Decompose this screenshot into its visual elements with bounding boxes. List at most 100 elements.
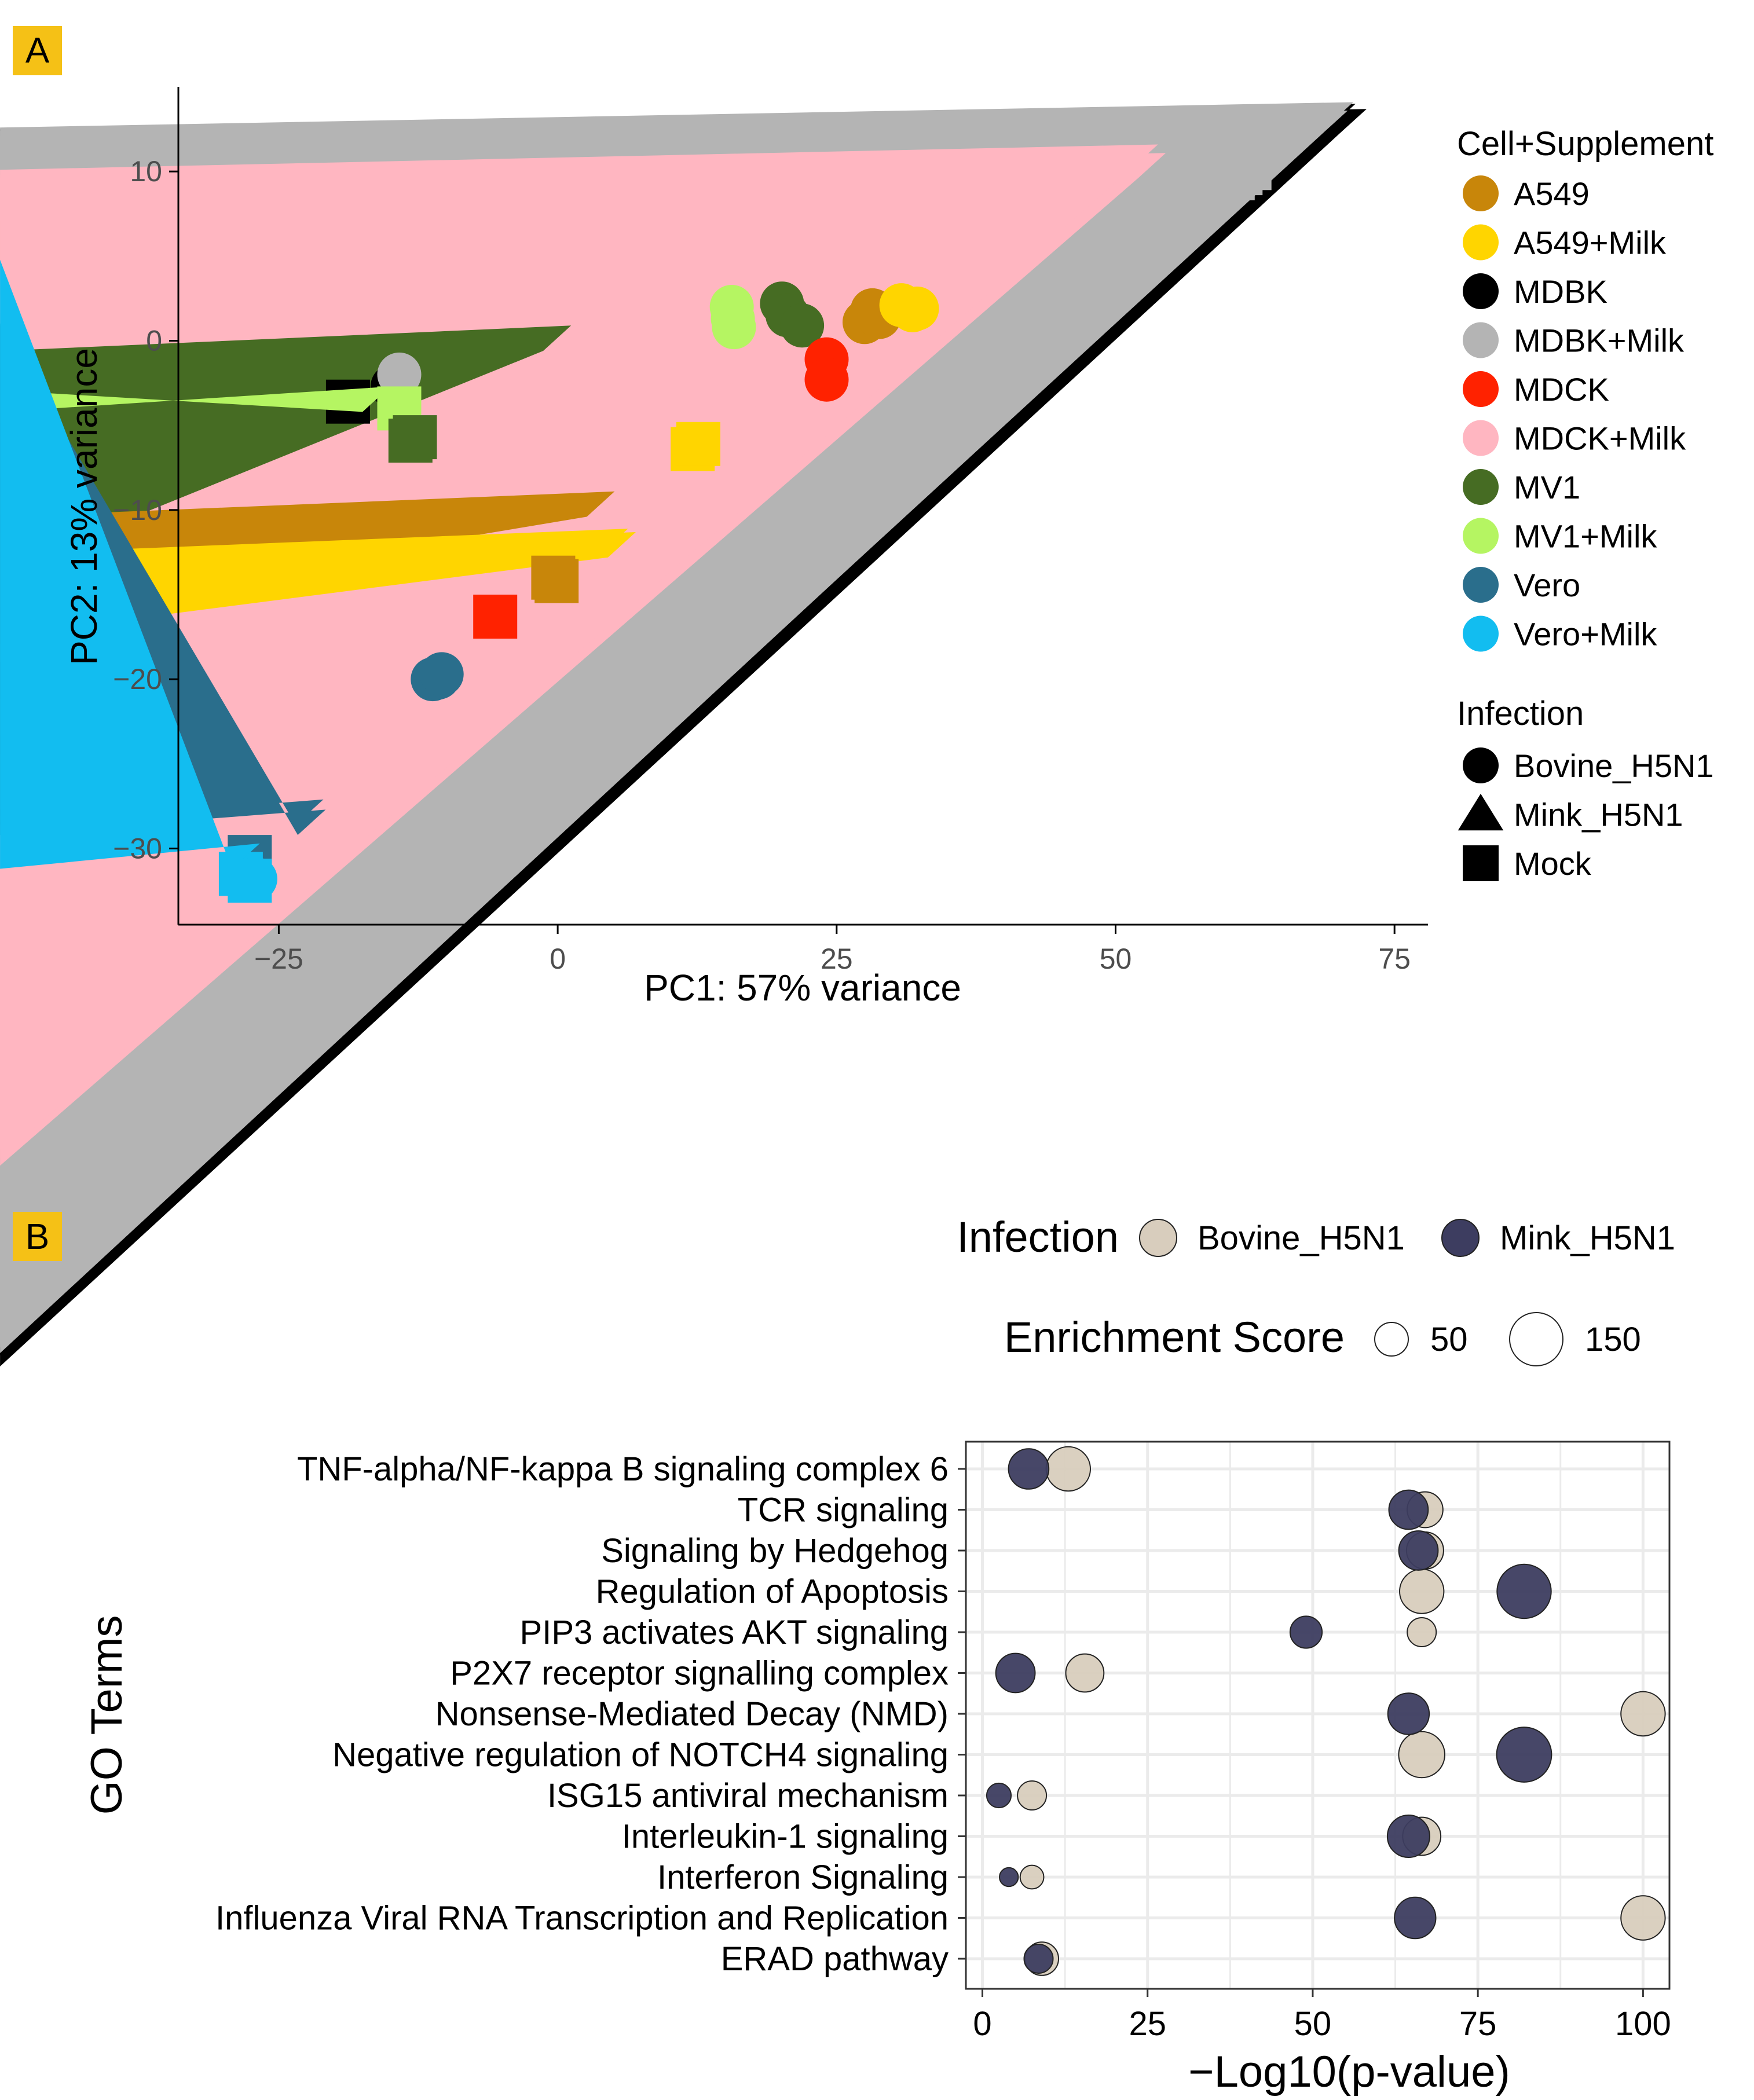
bubble-Mink_H5N1 xyxy=(1394,1896,1437,1940)
bubble-Mink_H5N1 xyxy=(1398,1530,1439,1571)
legend-enrichment-title: Enrichment Score xyxy=(1004,1313,1345,1361)
pca-point xyxy=(228,859,272,903)
pca-point xyxy=(804,357,849,402)
pca-point xyxy=(780,303,825,348)
pca-point xyxy=(416,604,460,649)
go-term-label: Nonsense-Mediated Decay (NMD) xyxy=(435,1695,949,1733)
go-term-label: Interleukin-1 signaling xyxy=(622,1818,949,1856)
bubble-Mink_H5N1 xyxy=(1496,1563,1552,1619)
y-tick-label: −30 xyxy=(113,832,162,864)
go-term-label: ERAD pathway xyxy=(721,1940,949,1978)
x-tick-label: 0 xyxy=(973,2005,991,2043)
y-tick-label: 10 xyxy=(130,155,162,188)
bubble-Mink_H5N1 xyxy=(986,1782,1012,1809)
y-tick-label: −20 xyxy=(113,663,162,695)
legend-cell-title: Cell+Supplement xyxy=(1457,125,1713,163)
go-term-label: TNF-alpha/NF-kappa B signaling complex 6 xyxy=(297,1450,949,1488)
x-tick-label: 100 xyxy=(1615,2005,1671,2043)
legend-swatch xyxy=(1463,469,1499,505)
legend-swatch xyxy=(1463,615,1499,652)
legend-infection-swatch xyxy=(1139,1219,1177,1257)
bubble-Mink_H5N1 xyxy=(1289,1615,1323,1649)
panel-a-points xyxy=(0,102,1367,1367)
panel-b-legend: Infection Enrichment Score Bovine_H5N1 Mi… xyxy=(957,1213,1675,1366)
go-term-label: TCR signaling xyxy=(738,1491,949,1529)
bubble-Mink_H5N1 xyxy=(1388,1489,1429,1530)
legend-infection-label: Mink_H5N1 xyxy=(1500,1219,1675,1257)
legend-item-label: Vero+Milk xyxy=(1514,616,1657,653)
x-tick-label: 25 xyxy=(1129,2005,1166,2043)
x-tick-label: 75 xyxy=(1459,2005,1497,2043)
go-term-label: ISG15 antiviral mechanism xyxy=(547,1777,949,1815)
legend-item-label: Vero xyxy=(1514,567,1580,603)
bubble-Mink_H5N1 xyxy=(1387,1692,1430,1735)
pca-point xyxy=(895,286,939,331)
panel-a: A −25 0 25 50 75 −30 −20 −10 0 10 PC1: 57% varian… xyxy=(0,26,1714,1367)
legend-infection-label: Bovine_H5N1 xyxy=(1198,1219,1405,1257)
panel-a-label: A xyxy=(25,31,50,71)
legend-infection-title-b: Infection xyxy=(957,1213,1119,1261)
legend-infection-title: Infection xyxy=(1457,695,1584,732)
bubble-Mink_H5N1 xyxy=(1386,1815,1430,1858)
x-tick-label: 50 xyxy=(1294,2005,1332,2043)
go-term-label: Signaling by Hedgehog xyxy=(601,1532,949,1570)
panel-b-plot-border xyxy=(965,1441,1671,1990)
go-term-label: Negative regulation of NOTCH4 signaling xyxy=(332,1736,949,1774)
legend-item-label: MV1 xyxy=(1514,469,1580,505)
panel-b-points xyxy=(986,1446,1666,1976)
legend-shape-circle xyxy=(1463,747,1499,783)
pca-point xyxy=(1218,151,1263,196)
y-tick-label: 0 xyxy=(146,324,162,357)
bubble-Bovine_H5N1 xyxy=(1017,1780,1048,1811)
legend-item-label: MDBK xyxy=(1514,273,1607,310)
bubble-Bovine_H5N1 xyxy=(1065,1653,1105,1693)
legend-swatch xyxy=(1463,224,1499,261)
panel-a-label-box xyxy=(13,26,62,75)
go-term-label: PIP3 activates AKT signaling xyxy=(520,1614,949,1651)
legend-shape-square xyxy=(1463,845,1499,881)
legend-swatch xyxy=(1463,567,1499,603)
panel-b: B Infection Enrichment Score Bovine_H5N1… xyxy=(13,1212,1675,2097)
legend-swatch xyxy=(1463,322,1499,358)
panel-a-x-label: PC1: 57% variance xyxy=(644,967,961,1009)
bubble-Bovine_H5N1 xyxy=(1398,1731,1445,1779)
legend-swatch xyxy=(1463,273,1499,309)
go-term-label: Influenza Viral RNA Transcription and Re… xyxy=(215,1900,949,1937)
legend-size-label: 50 xyxy=(1430,1321,1468,1358)
legend-infection-swatch xyxy=(1441,1219,1480,1257)
panel-b-label-box xyxy=(13,1212,62,1261)
legend-item-label: Mink_H5N1 xyxy=(1514,797,1683,833)
bubble-Mink_H5N1 xyxy=(1496,1727,1552,1783)
pca-point xyxy=(534,559,579,603)
panel-b-x-label: −Log10(p-value) xyxy=(1188,2047,1510,2097)
panel-b-ticks: TNF-alpha/NF-kappa B signaling complex 6… xyxy=(215,1450,1671,2043)
go-term-label: P2X7 receptor signalling complex xyxy=(450,1655,949,1692)
bubble-Bovine_H5N1 xyxy=(1045,1446,1092,1492)
x-tick-label: 25 xyxy=(821,943,853,975)
go-term-label: Regulation of Apoptosis xyxy=(596,1573,949,1611)
legend-swatch xyxy=(1463,420,1499,456)
legend-item-label: A549 xyxy=(1514,175,1590,212)
bubble-Bovine_H5N1 xyxy=(1407,1617,1437,1647)
pca-point xyxy=(0,259,260,869)
panel-b-y-label: GO Terms xyxy=(82,1615,131,1815)
legend-item-label: A549+Milk xyxy=(1514,225,1667,261)
legend-item-label: Bovine_H5N1 xyxy=(1514,747,1714,784)
legend-swatch xyxy=(1463,371,1499,407)
x-tick-label: −25 xyxy=(254,943,303,975)
bubble-Mink_H5N1 xyxy=(999,1867,1019,1888)
legend-swatch xyxy=(1463,175,1499,211)
legend-size-swatch xyxy=(1374,1322,1409,1357)
bubble-Bovine_H5N1 xyxy=(1399,1568,1445,1614)
legend-swatch xyxy=(1463,518,1499,554)
pca-point xyxy=(711,296,755,341)
x-tick-label: 50 xyxy=(1100,943,1132,975)
bubble-Mink_H5N1 xyxy=(1023,1944,1054,1974)
pca-point xyxy=(676,422,720,466)
panel-a-legend: Cell+Supplement Infection A549 A549+Milk M… xyxy=(1457,125,1714,882)
y-tick-label: −10 xyxy=(113,494,162,526)
pca-point xyxy=(473,595,518,639)
pca-point xyxy=(0,386,391,412)
pca-point xyxy=(0,325,572,571)
